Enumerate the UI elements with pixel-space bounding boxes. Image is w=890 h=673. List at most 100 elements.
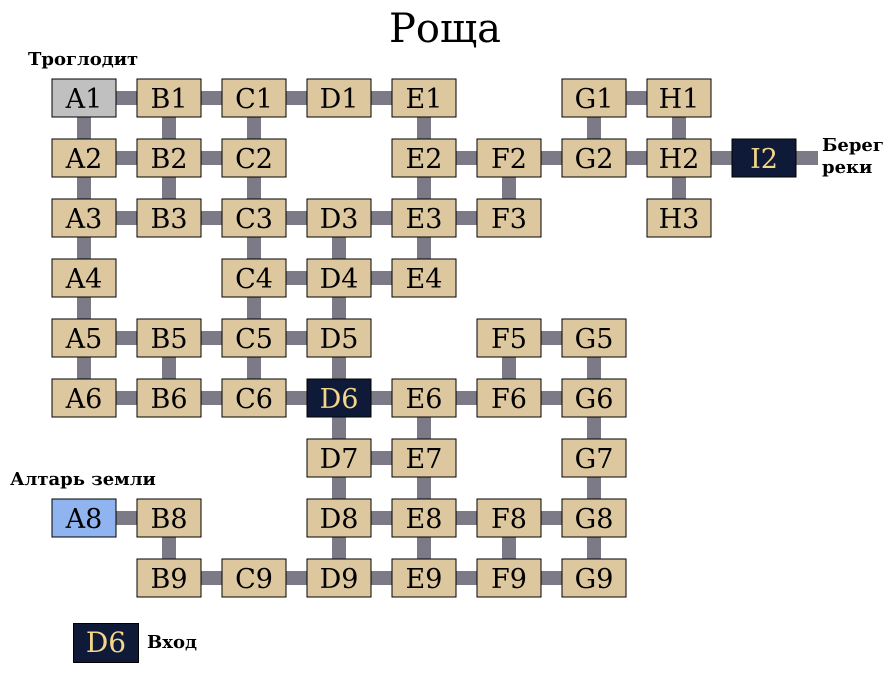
room-label: C1 <box>235 84 273 115</box>
room-d3: D3 <box>306 198 372 238</box>
room-box <box>561 378 627 418</box>
room-label: C3 <box>235 204 273 235</box>
room-box <box>221 318 287 358</box>
room-box <box>561 78 627 118</box>
room-e3: E3 <box>391 198 457 238</box>
room-box <box>51 138 117 178</box>
room-label: G6 <box>575 384 614 415</box>
room-a6: A6 <box>51 378 117 418</box>
room-box <box>646 198 712 238</box>
room-box <box>561 318 627 358</box>
room-b8: B8 <box>136 498 202 538</box>
room-e1: E1 <box>391 78 457 118</box>
room-d6: D6 <box>306 378 372 418</box>
room-label: G5 <box>575 324 614 355</box>
room-label: D6 <box>320 384 359 415</box>
room-label: G2 <box>575 144 614 175</box>
room-box <box>51 498 117 538</box>
room-label: D8 <box>320 504 359 535</box>
room-box <box>306 78 372 118</box>
room-label: D4 <box>320 264 359 295</box>
room-label: D5 <box>320 324 359 355</box>
room-box <box>221 138 287 178</box>
riverbank-label-line1: Берег <box>822 135 884 156</box>
room-c9: C9 <box>221 558 287 598</box>
room-a8: A8 <box>51 498 117 538</box>
room-box <box>731 138 797 178</box>
room-box <box>221 198 287 238</box>
room-box <box>476 378 542 418</box>
room-label: D1 <box>320 84 359 115</box>
room-b6: B6 <box>136 378 202 418</box>
room-box <box>51 198 117 238</box>
room-box <box>646 78 712 118</box>
room-label: G7 <box>575 444 614 475</box>
room-label: F2 <box>491 144 527 175</box>
room-a4: A4 <box>51 258 117 298</box>
room-g9: G9 <box>561 558 627 598</box>
room-box <box>306 258 372 298</box>
room-d5: D5 <box>306 318 372 358</box>
room-box <box>51 258 117 298</box>
room-box <box>221 258 287 298</box>
room-label: F5 <box>491 324 527 355</box>
room-box <box>561 138 627 178</box>
room-box <box>391 78 457 118</box>
room-box <box>391 378 457 418</box>
room-box <box>391 438 457 478</box>
room-i2: I2 <box>731 138 797 178</box>
room-g1: G1 <box>561 78 627 118</box>
room-label: G8 <box>575 504 614 535</box>
room-box <box>561 558 627 598</box>
room-h3: H3 <box>646 198 712 238</box>
room-label: C5 <box>235 324 273 355</box>
legend-entrance-label: Вход <box>147 632 197 653</box>
room-c4: C4 <box>221 258 287 298</box>
room-a1: A1 <box>51 78 117 118</box>
room-label: B9 <box>150 564 187 595</box>
room-b3: B3 <box>136 198 202 238</box>
room-box <box>136 378 202 418</box>
room-f3: F3 <box>476 198 542 238</box>
room-b5: B5 <box>136 318 202 358</box>
room-d7: D7 <box>306 438 372 478</box>
room-box <box>306 558 372 598</box>
room-label: B2 <box>150 144 187 175</box>
room-h1: H1 <box>646 78 712 118</box>
room-e9: E9 <box>391 558 457 598</box>
room-h2: H2 <box>646 138 712 178</box>
room-e6: E6 <box>391 378 457 418</box>
room-label: E2 <box>406 144 443 175</box>
room-label: B8 <box>150 504 187 535</box>
room-label: E9 <box>406 564 443 595</box>
room-box <box>136 138 202 178</box>
room-d1: D1 <box>306 78 372 118</box>
room-label: F9 <box>491 564 527 595</box>
room-box <box>476 138 542 178</box>
room-box <box>221 378 287 418</box>
room-box <box>221 78 287 118</box>
room-box <box>136 78 202 118</box>
room-g6: G6 <box>561 378 627 418</box>
room-box <box>306 438 372 478</box>
room-label: I2 <box>750 144 778 175</box>
room-e8: E8 <box>391 498 457 538</box>
room-d8: D8 <box>306 498 372 538</box>
connector-exit-stub <box>796 151 818 165</box>
room-c2: C2 <box>221 138 287 178</box>
room-box <box>646 138 712 178</box>
room-label: A6 <box>65 384 103 415</box>
room-layer: A1 B1 C1 D1 E1 G1 H1 A2 B2 C2 E2 F2 G2 H2 I2 A3 B3 C3 D3 E3… <box>51 78 797 598</box>
room-label: F3 <box>491 204 527 235</box>
room-label: D9 <box>320 564 359 595</box>
room-box <box>391 558 457 598</box>
room-c6: C6 <box>221 378 287 418</box>
room-g2: G2 <box>561 138 627 178</box>
room-label: E6 <box>406 384 443 415</box>
room-e4: E4 <box>391 258 457 298</box>
room-label: E1 <box>406 84 443 115</box>
room-e2: E2 <box>391 138 457 178</box>
room-box <box>136 558 202 598</box>
room-label: B3 <box>150 204 187 235</box>
room-box <box>391 498 457 538</box>
